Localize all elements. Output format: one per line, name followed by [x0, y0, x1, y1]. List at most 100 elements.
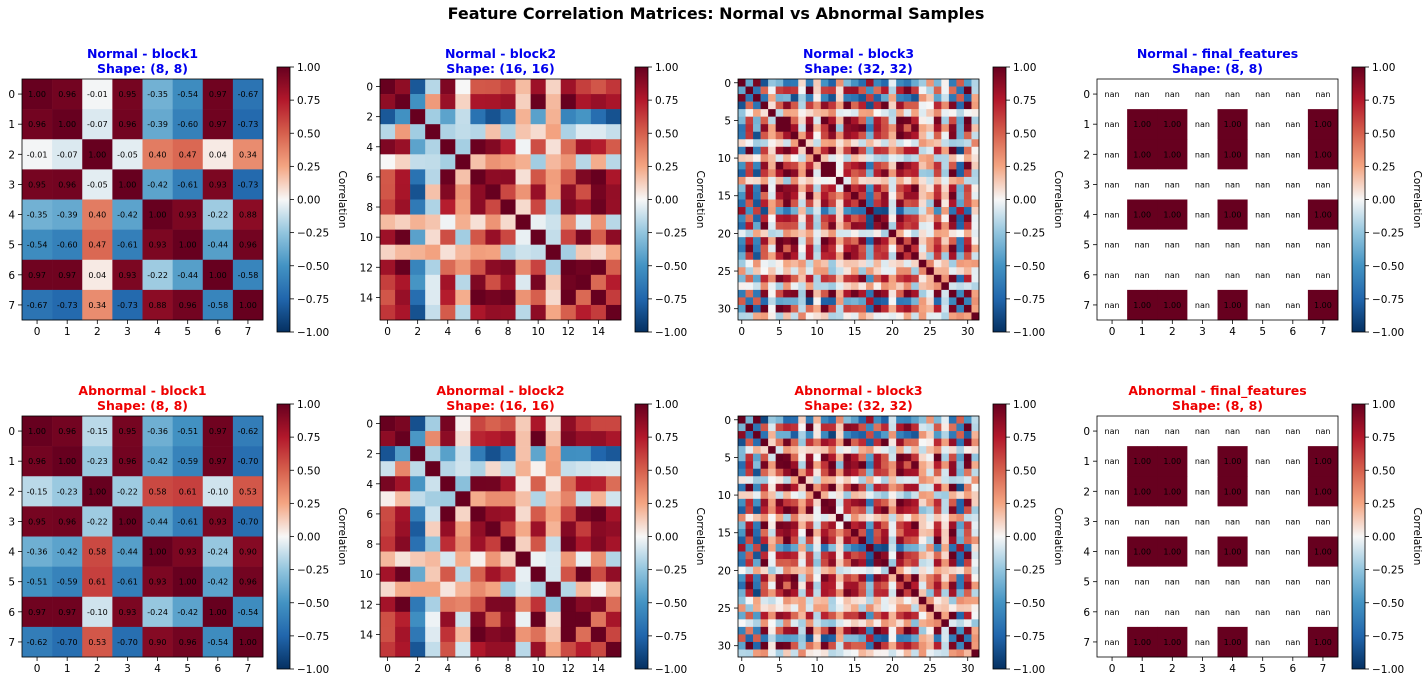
heatmap-cell: [545, 476, 562, 492]
heatmap-cell: [835, 596, 844, 605]
heatmap-cell: [918, 566, 927, 575]
heatmap-cell: [858, 611, 867, 620]
heatmap-cell: [745, 438, 754, 447]
colorbar-gradient: [634, 403, 649, 670]
cell-value-label: nan: [1135, 241, 1150, 250]
heatmap-cell: [881, 124, 889, 133]
heatmap-cell: [918, 544, 927, 552]
heatmap-cell: [52, 476, 83, 507]
heatmap-cell: [768, 267, 776, 276]
cell-value-label: nan: [1255, 241, 1270, 250]
cell-value-label: nan: [1135, 271, 1150, 280]
x-tick-label: 25: [923, 663, 936, 675]
heatmap-cell: [903, 596, 912, 605]
heatmap-cell: [783, 304, 792, 313]
cell-value-label: 0.95: [28, 180, 46, 189]
cell-value-label: 0.53: [239, 487, 257, 496]
heatmap-cell: [813, 101, 822, 110]
heatmap-cell: [805, 237, 814, 245]
heatmap-cell: [933, 604, 942, 613]
heatmap-cell: [948, 207, 957, 215]
heatmap-cell: [768, 641, 776, 650]
heatmap-cell: [425, 446, 441, 462]
heatmap-cell: [768, 252, 776, 261]
heatmap-cell: [790, 521, 799, 530]
heatmap-cell: [850, 169, 859, 178]
heatmap-cell: [828, 79, 837, 87]
y-tick-label: 10: [718, 490, 731, 502]
heatmap-cell: [835, 634, 844, 643]
heatmap-cell: [843, 498, 852, 507]
heatmap-cell: [881, 312, 889, 321]
heatmap-cell: [775, 626, 784, 635]
heatmap-cell: [873, 79, 882, 87]
heatmap-cell: [760, 131, 769, 140]
heatmap-cell: [485, 244, 501, 261]
heatmap-cell: [881, 498, 889, 507]
heatmap-cell: [530, 491, 546, 507]
heatmap-cell: [850, 146, 859, 155]
heatmap-cell: [790, 297, 799, 306]
y-tick-label: 4: [366, 479, 373, 491]
y-tick-label: 0: [1083, 426, 1090, 438]
heatmap-cell: [903, 274, 912, 283]
heatmap-cell: [760, 581, 769, 590]
x-tick-label: 3: [124, 326, 131, 338]
heatmap-cell: [963, 109, 972, 117]
heatmap-cell: [918, 229, 927, 238]
heatmap-cell: [835, 461, 844, 470]
heatmap-cell: [790, 154, 799, 163]
heatmap-cell: [1127, 259, 1158, 291]
heatmap-cell: [775, 109, 784, 117]
heatmap-cell: [380, 94, 396, 110]
heatmap-cell: [455, 461, 471, 477]
heatmap-cell: [903, 544, 912, 552]
heatmap-cell: [866, 259, 874, 268]
heatmap-cell: [881, 641, 889, 650]
cell-value-label: 0.96: [179, 301, 197, 310]
heatmap-cell: [202, 229, 234, 261]
heatmap-cell: [926, 267, 935, 276]
heatmap-cell: [805, 611, 814, 620]
heatmap-cell: [560, 124, 577, 140]
heatmap-cell: [410, 139, 426, 155]
heatmap-cell: [775, 222, 784, 230]
heatmap-cell: [828, 551, 837, 560]
heatmap-cell: [918, 446, 927, 454]
heatmap-cell: [798, 604, 807, 613]
cell-value-label: nan: [1225, 517, 1240, 526]
heatmap-cell: [112, 596, 143, 628]
x-tick-label: 10: [810, 663, 823, 675]
colorbar-tick-label: 0.50: [1372, 465, 1395, 477]
heatmap-cell: [956, 79, 965, 87]
heatmap-cell: [835, 289, 844, 298]
heatmap-cell: [873, 139, 882, 148]
heatmap-cell: [738, 589, 746, 598]
heatmap-cell: [903, 498, 912, 507]
heatmap-cell: [813, 528, 822, 537]
heatmap-cell: [500, 289, 516, 306]
heatmap-cell: [903, 641, 912, 650]
heatmap-cell: [903, 536, 912, 545]
heatmap-cell: [745, 536, 754, 545]
heatmap-cell: [745, 297, 754, 306]
heatmap-cell: [775, 604, 784, 613]
heatmap-cell: [918, 161, 927, 170]
heatmap-cell: [470, 214, 486, 230]
heatmap-cell: [941, 282, 950, 291]
heatmap-cell: [775, 267, 784, 276]
heatmap-cell: [843, 528, 852, 537]
heatmap-cell: [760, 79, 769, 87]
heatmap-cell: [775, 274, 784, 283]
heatmap-cell: [1247, 199, 1279, 230]
heatmap-cell: [515, 79, 531, 95]
y-tick-label: 2: [8, 486, 15, 498]
heatmap-cell: [843, 274, 852, 283]
heatmap-cell: [783, 124, 792, 133]
heatmap-cell: [500, 109, 516, 125]
cell-value-label: nan: [1135, 608, 1150, 617]
heatmap-cell: [768, 551, 776, 560]
cell-value-label: 0.96: [58, 517, 76, 526]
colorbar-tick-label: 1.00: [297, 399, 320, 411]
heatmap-cell: [575, 229, 592, 245]
